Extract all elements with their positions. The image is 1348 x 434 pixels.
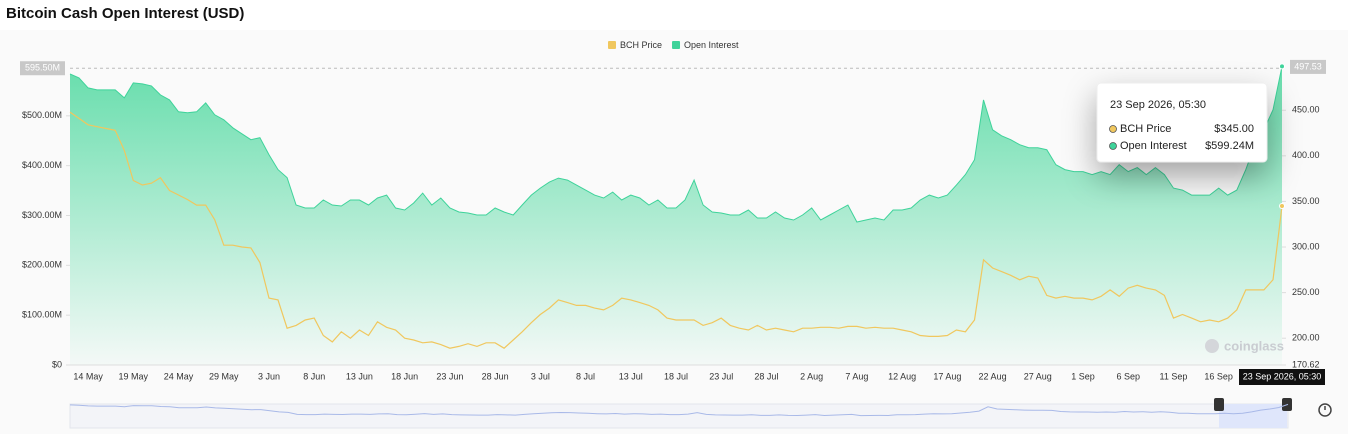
- legend-swatch: [672, 41, 681, 49]
- x-tick-label: 14 May: [73, 371, 103, 381]
- hover-dot: [1279, 63, 1285, 70]
- plot: $0 $100.00M $200.00M $300.00M $400.00M $500.0…: [22, 66, 1325, 385]
- x-tick-label: 11 Sep: [1160, 371, 1188, 381]
- y-tick-label: $400.00M: [22, 160, 62, 170]
- x-tick-label: 23 Sep 2026, 05:30: [1243, 371, 1322, 381]
- y-tick-label: $100.00M: [22, 310, 62, 320]
- x-tick-label: 17 Aug: [933, 371, 961, 381]
- x-tick-label: 18 Jun: [391, 371, 418, 381]
- legend-swatch: [608, 41, 616, 49]
- legend-label: Open Interest: [684, 40, 739, 50]
- x-tick-label: 13 Jul: [619, 371, 643, 381]
- navigator-line: [69, 403, 1289, 417]
- header-bg: [0, 0, 1348, 30]
- x-tick-label: 23 Jun: [436, 371, 463, 381]
- navigator-handle[interactable]: [1214, 398, 1224, 411]
- legend-label: BCH Price: [620, 40, 662, 50]
- y2-tick-label: 250.00: [1292, 287, 1320, 297]
- x-tick-label: 8 Jul: [576, 371, 595, 381]
- x-tick-label: 28 Jun: [482, 371, 509, 381]
- x-tick-label: 8 Jun: [303, 371, 325, 381]
- x-tick-label: 29 May: [209, 371, 239, 381]
- x-tick-label: 3 Jun: [258, 371, 280, 381]
- chart-title: Bitcoin Cash Open Interest (USD): [6, 5, 244, 22]
- tooltip: 23 Sep 2026, 05:30 BCH Price $345.00 Open I…: [1096, 82, 1268, 163]
- crosshair-label-bg: [20, 61, 65, 76]
- x-tick-highlight: [1239, 369, 1325, 385]
- y-tick-label: $200.00M: [22, 260, 62, 270]
- x-tick-label: 3 Jul: [531, 371, 550, 381]
- reset-icon[interactable]: [1318, 403, 1332, 417]
- tooltip-value: $599.24M: [1205, 140, 1254, 152]
- tooltip-name: BCH Price: [1120, 123, 1171, 135]
- x-tick-label: 13 Jun: [346, 371, 373, 381]
- navigator: [69, 403, 1289, 429]
- y-tick-label: $500.00M: [22, 110, 62, 120]
- x-tick-label: 2 Aug: [800, 371, 823, 381]
- x-tick-label: 28 Jul: [754, 371, 778, 381]
- crosshair-label: 595.50M: [25, 63, 60, 73]
- watermark: coinglass: [1224, 338, 1284, 353]
- area-edge: [69, 66, 1283, 223]
- y2-tick-label: 450.00: [1292, 105, 1320, 115]
- x-tick-label: 1 Sep: [1071, 371, 1095, 381]
- tooltip-value: $345.00: [1214, 123, 1254, 135]
- y2-tick-label: 400.00: [1292, 150, 1320, 160]
- tooltip-marker: [1109, 142, 1117, 150]
- y-tick-label: $300.00M: [22, 210, 62, 220]
- tooltip-box: [1096, 82, 1268, 163]
- x-tick-label: 23 Jul: [709, 371, 733, 381]
- y2-tick-label: 350.00: [1292, 196, 1320, 206]
- crosshair-label-bg: [1290, 59, 1326, 74]
- x-tick-label: 18 Jul: [664, 371, 688, 381]
- tooltip-name: Open Interest: [1120, 140, 1187, 152]
- y2-tick-label: 200.00: [1292, 333, 1320, 343]
- x-tick-label: 6 Sep: [1116, 371, 1140, 381]
- x-tick-label: 12 Aug: [888, 371, 916, 381]
- crosshair-label: 497.53: [1294, 61, 1322, 71]
- tooltip-marker: [1109, 125, 1117, 133]
- x-tick-label: 24 May: [164, 371, 194, 381]
- line: [69, 111, 1283, 349]
- x-tick-label: 19 May: [119, 371, 149, 381]
- y2-tick-label: 170.62: [1292, 359, 1320, 369]
- x-tick-label: 22 Aug: [979, 371, 1007, 381]
- x-tick-label: 7 Aug: [845, 371, 868, 381]
- x-tick-label: 16 Sep: [1204, 371, 1233, 381]
- x-tick-label: 27 Aug: [1024, 371, 1052, 381]
- tooltip-title: 23 Sep 2026, 05:30: [1110, 99, 1206, 111]
- y2-tick-label: 300.00: [1292, 241, 1320, 251]
- y-tick-label: $0: [52, 359, 62, 369]
- watermark-logo: [1205, 339, 1219, 353]
- hover-dot: [1279, 202, 1285, 209]
